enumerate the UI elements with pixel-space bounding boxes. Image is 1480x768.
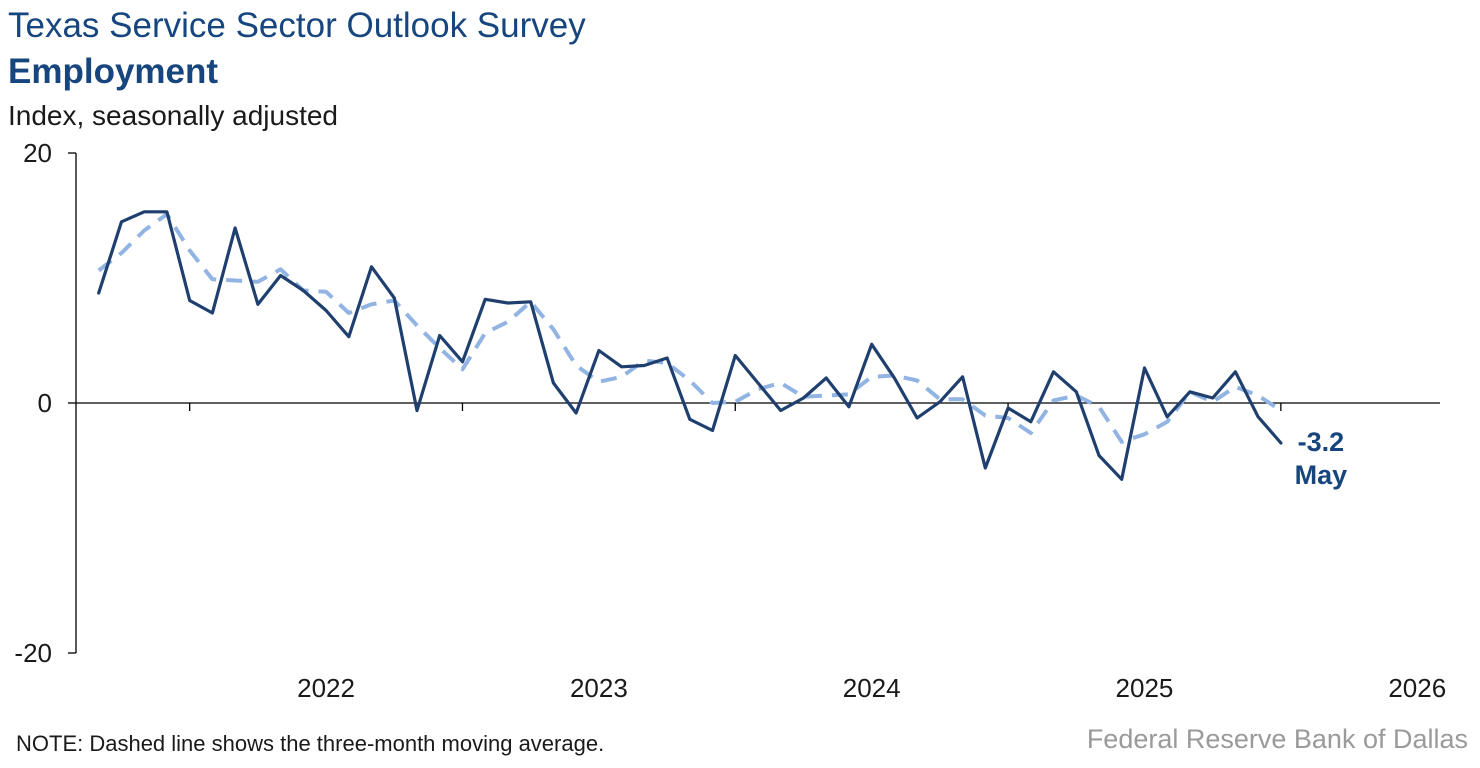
moving-average-line [97,212,1282,444]
chart-subtitle: Employment [8,52,219,91]
chart-axes [68,152,1440,654]
x-tick-label: 2022 [297,673,355,703]
y-tick-label: 0 [38,388,52,418]
chart-title: Texas Service Sector Outlook Survey [8,6,586,45]
x-tick-label: 2026 [1388,673,1446,703]
x-tick-label: 2025 [1116,673,1174,703]
employment-index-line [97,210,1283,481]
y-tick-label: 20 [23,138,52,168]
x-tick-label: 2024 [843,673,901,703]
footnote: NOTE: Dashed line shows the three-month … [16,731,605,756]
latest-value-label: -3.2 [1298,427,1345,457]
y-axis-units-label: Index, seasonally adjusted [8,100,338,131]
source-credit: Federal Reserve Bank of Dallas [1086,724,1468,754]
chart-series [97,210,1283,481]
x-tick-label: 2023 [570,673,628,703]
y-tick-label: -20 [14,638,52,668]
latest-month-label: May [1295,460,1348,490]
